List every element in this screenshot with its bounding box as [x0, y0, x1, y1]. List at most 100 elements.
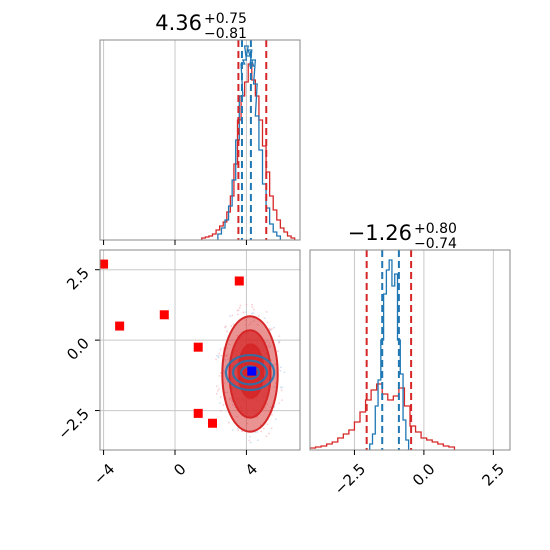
- scatter-point: [215, 385, 218, 387]
- scatter-point: [219, 372, 222, 374]
- scatter-point: [226, 330, 228, 333]
- tick-label-x: −4: [90, 460, 118, 488]
- scatter-point: [218, 388, 220, 390]
- panel-bottom-left: −2.5 0.0 2.5 −4 0 4: [54, 249, 301, 488]
- scatter-point: [268, 432, 270, 435]
- panel-content: [100, 259, 286, 444]
- scatter-point: [270, 427, 273, 430]
- scatter-point: [229, 315, 232, 318]
- panel-content: [310, 250, 456, 450]
- histogram-red: [201, 63, 296, 240]
- scatter-point: [273, 326, 275, 329]
- scatter-point: [217, 356, 220, 359]
- tick-label-y: −2.5: [54, 405, 92, 443]
- scatter-point: [216, 389, 219, 392]
- title-plus-error: +0.75: [204, 11, 247, 27]
- title-value: −1.26: [348, 221, 412, 245]
- scatter-point: [215, 392, 218, 395]
- scatter-point: [219, 348, 222, 351]
- scatter-point: [266, 321, 269, 324]
- scatter-point: [279, 386, 282, 389]
- scatter-point: [265, 435, 268, 438]
- scatter-point: [281, 386, 284, 389]
- red-square-marker: [193, 408, 203, 418]
- histogram-blue: [217, 45, 282, 240]
- scatter-point: [219, 396, 222, 399]
- scatter-point: [266, 423, 269, 426]
- scatter-point: [279, 366, 282, 369]
- axes-frame: [99, 249, 301, 451]
- scatter-point: [217, 354, 220, 357]
- scatter-point: [245, 311, 248, 313]
- red-square-marker: [100, 259, 109, 269]
- scatter-point: [249, 436, 252, 438]
- contour-blue: [231, 359, 269, 386]
- tick-label-x: 4: [242, 460, 261, 479]
- scatter-point: [283, 371, 286, 374]
- scatter-point: [251, 303, 253, 306]
- scatter-point: [278, 335, 281, 338]
- scatter-point: [260, 430, 263, 433]
- scatter-point: [230, 325, 233, 327]
- scatter-point: [280, 389, 283, 392]
- scatter-point: [278, 340, 281, 342]
- panel-top-left: [99, 39, 301, 245]
- scatter-point: [218, 352, 221, 355]
- tick-label-x: 0.0: [409, 460, 439, 490]
- tick-label-x: 2.5: [478, 460, 508, 490]
- scatter-point: [258, 315, 260, 317]
- scatter-point: [277, 350, 279, 353]
- red-square-marker: [234, 276, 244, 286]
- contour-blue: [224, 353, 276, 392]
- tick-label-x: −2.5: [331, 460, 369, 498]
- red-square-marker: [208, 418, 217, 428]
- scatter-point: [220, 354, 223, 357]
- contour-blue: [239, 365, 261, 380]
- red-square-marker: [115, 321, 125, 331]
- scatter-point: [249, 441, 252, 444]
- scatter-point: [250, 312, 253, 315]
- scatter-point: [218, 375, 221, 377]
- scatter-point: [279, 369, 282, 372]
- scatter-point: [239, 304, 242, 307]
- tick-label-y: 0.0: [63, 334, 93, 364]
- scatter-point: [245, 303, 248, 306]
- title-plus-error: +0.80: [414, 221, 457, 237]
- title-value: 4.36: [155, 11, 202, 35]
- scatter-point: [222, 404, 225, 406]
- scatter-point: [264, 317, 266, 320]
- scatter-point: [232, 323, 235, 326]
- scatter-point: [280, 399, 283, 402]
- scatter-point: [218, 402, 221, 404]
- panel-content: [201, 40, 296, 240]
- blue-square-marker: [247, 366, 257, 376]
- histogram-blue: [369, 259, 410, 450]
- axes-frame: [99, 39, 301, 241]
- red-square-marker: [193, 342, 203, 352]
- scatter-point: [268, 328, 271, 331]
- panel-bottom-right-title: −1.26 +0.80−0.74: [348, 221, 457, 252]
- scatter-point: [274, 418, 277, 421]
- scatter-point: [262, 427, 265, 430]
- scatter-point: [219, 409, 222, 412]
- scatter-point: [236, 427, 239, 430]
- scatter-point: [231, 314, 234, 317]
- scatter-point: [224, 325, 227, 328]
- panel-top-left-title: 4.36 +0.75−0.81: [155, 11, 247, 42]
- scatter-point: [215, 358, 217, 361]
- tick-label-x: 0: [170, 460, 189, 479]
- scatter-point: [231, 429, 234, 432]
- scatter-point: [242, 311, 245, 314]
- scatter-point: [215, 354, 218, 357]
- scatter-point: [256, 431, 259, 433]
- scatter-point: [236, 309, 239, 312]
- scatter-point: [278, 341, 280, 344]
- axes-frame: [309, 249, 511, 451]
- tick-label-y: 2.5: [63, 264, 93, 294]
- title-minus-error: −0.81: [204, 26, 247, 42]
- scatter-point: [238, 306, 241, 309]
- scatter-point: [271, 413, 273, 416]
- panel-bottom-right: −2.5 0.0 2.5: [309, 249, 511, 499]
- title-minus-error: −0.74: [414, 236, 457, 252]
